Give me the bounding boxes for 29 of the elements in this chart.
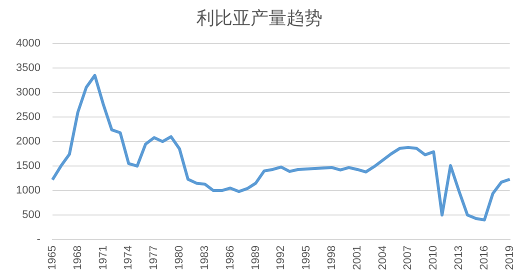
y-tick-label: 1500 — [16, 160, 40, 172]
x-tick-label: 2019 — [504, 246, 516, 270]
x-tick-label: 2016 — [478, 246, 490, 270]
x-tick-label: 1989 — [250, 246, 262, 270]
x-tick-label: 1995 — [300, 246, 313, 270]
y-tick-label: 2500 — [16, 111, 40, 124]
x-tick-label: 2007 — [402, 246, 414, 270]
x-tick-label: 2010 — [428, 246, 440, 270]
y-tick-label: 3500 — [16, 62, 40, 74]
x-tick-label: 2004 — [376, 246, 389, 270]
x-tick-label: 1974 — [122, 246, 135, 270]
x-tick-label: 1968 — [72, 246, 84, 270]
x-tick-label: 1971 — [97, 246, 110, 270]
y-tick-label: - — [36, 234, 41, 246]
x-tick-label: 1977 — [148, 246, 160, 270]
x-tick-label: 2001 — [351, 246, 364, 270]
y-tick-label: 1000 — [16, 184, 40, 197]
y-tick-label: 3000 — [16, 86, 40, 99]
y-tick-label: 500 — [22, 209, 40, 222]
y-tick-label: 2000 — [16, 136, 40, 148]
x-tick-label: 1983 — [198, 246, 211, 270]
x-tick-label: 2013 — [453, 246, 466, 270]
x-tick-label: 1980 — [174, 246, 186, 270]
x-tick-label: 1965 — [46, 246, 58, 270]
y-tick-label: 4000 — [16, 38, 40, 50]
x-tick-label: 1986 — [224, 246, 236, 270]
x-tick-label: 1992 — [275, 246, 288, 270]
chart-title: 利比亚产量趋势 — [196, 8, 322, 28]
x-tick-label: 1998 — [326, 246, 338, 270]
